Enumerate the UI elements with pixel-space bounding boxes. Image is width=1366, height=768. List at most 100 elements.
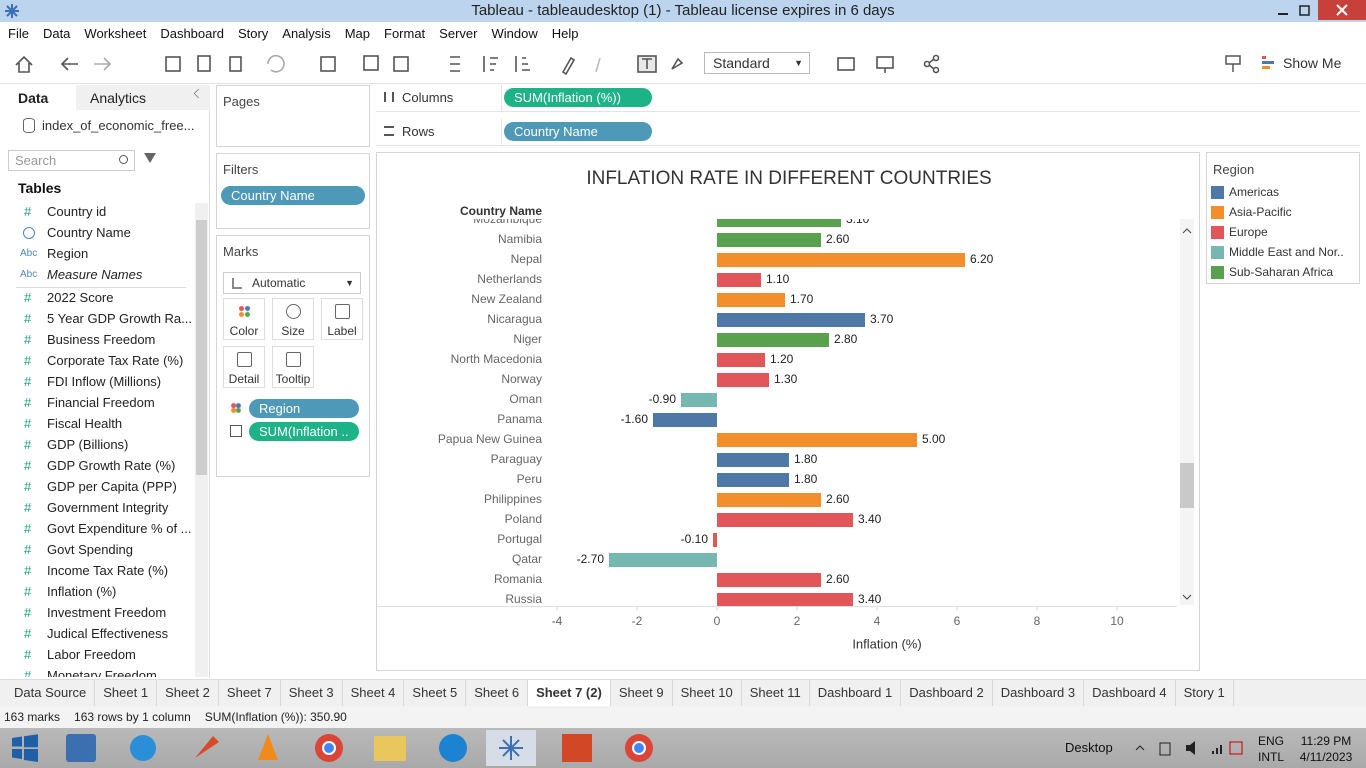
field-type-icon: Abc bbox=[20, 248, 38, 259]
sheet-tab[interactable]: Sheet 11 bbox=[742, 680, 810, 706]
category-label: Poland bbox=[505, 512, 542, 526]
legend-entry[interactable]: Americas bbox=[1229, 185, 1280, 199]
field[interactable]: Govt Spending bbox=[47, 542, 134, 557]
field[interactable]: 5 Year GDP Growth Ra... bbox=[47, 311, 192, 326]
menu-item[interactable]: Story bbox=[237, 25, 269, 41]
field[interactable]: Monetary Freedom bbox=[47, 668, 157, 677]
window-controls[interactable] bbox=[1260, 0, 1366, 22]
filter-icons[interactable] bbox=[144, 153, 156, 163]
pill[interactable]: Region bbox=[249, 399, 359, 418]
sheet-tab[interactable]: Sheet 9 bbox=[611, 680, 673, 706]
mark-button[interactable]: Size bbox=[272, 298, 314, 340]
mark-type-dropdown[interactable]: Automatic ▼ bbox=[223, 272, 361, 294]
menu-item[interactable]: File bbox=[8, 25, 29, 41]
legend-swatch[interactable] bbox=[1211, 266, 1224, 279]
pill[interactable]: Country Name bbox=[221, 186, 365, 205]
pane-tab[interactable]: Analytics bbox=[90, 90, 147, 106]
pane-tab[interactable]: Data bbox=[18, 90, 49, 106]
scroll-thumb[interactable] bbox=[196, 220, 207, 475]
fit-dropdown[interactable]: Standard ▼ bbox=[704, 52, 810, 74]
field[interactable]: Govt Expenditure % of ... bbox=[47, 521, 192, 536]
pill[interactable]: Country Name bbox=[504, 122, 652, 141]
sheet-tab[interactable]: Sheet 10 bbox=[673, 680, 742, 706]
mark-button-icon bbox=[286, 304, 301, 319]
datasource[interactable]: index_of_economic_free... bbox=[42, 118, 195, 133]
pill[interactable]: SUM(Inflation .. bbox=[249, 422, 359, 441]
field[interactable]: Inflation (%) bbox=[47, 584, 117, 599]
sheet-tab[interactable]: Data Source bbox=[6, 680, 96, 706]
menu-item[interactable]: Dashboard bbox=[160, 25, 224, 41]
taskbar-icons[interactable] bbox=[0, 728, 680, 768]
menu-item[interactable]: Data bbox=[42, 25, 71, 41]
clock[interactable]: 11:29 PM 4/11/2023 bbox=[1290, 733, 1362, 765]
sheet-tab[interactable]: Sheet 2 bbox=[157, 680, 219, 706]
mark-button[interactable]: Label bbox=[321, 298, 363, 340]
legend-entry[interactable]: Sub-Saharan Africa bbox=[1229, 265, 1334, 279]
field[interactable]: 2022 Score bbox=[47, 290, 114, 305]
scroll-thumb[interactable] bbox=[1180, 463, 1194, 508]
sheet-tab[interactable]: Sheet 7 (2) bbox=[528, 680, 611, 706]
menu-item[interactable]: Map bbox=[344, 25, 370, 41]
legend-swatch[interactable] bbox=[1211, 206, 1224, 219]
legend-entry[interactable]: Europe bbox=[1229, 225, 1268, 239]
mark-button[interactable]: Detail bbox=[223, 346, 265, 388]
field[interactable]: Government Integrity bbox=[47, 500, 169, 515]
field[interactable]: Business Freedom bbox=[47, 332, 156, 347]
field[interactable]: GDP Growth Rate (%) bbox=[47, 458, 176, 473]
sheet-tab[interactable]: Sheet 1 bbox=[95, 680, 158, 706]
mark-button[interactable]: Tooltip bbox=[272, 346, 314, 388]
show-me-button[interactable]: Show Me bbox=[1283, 55, 1342, 71]
search-box[interactable]: Search bbox=[8, 150, 135, 171]
sheet-tab[interactable]: Sheet 4 bbox=[343, 680, 405, 706]
sheet-tab[interactable]: Dashboard 1 bbox=[810, 680, 902, 706]
field[interactable]: Corporate Tax Rate (%) bbox=[47, 353, 184, 368]
menu-item[interactable]: Analysis bbox=[282, 25, 331, 41]
menu-item[interactable]: Worksheet bbox=[84, 25, 147, 41]
field[interactable]: GDP (Billions) bbox=[47, 437, 129, 452]
sheet-tab[interactable]: Dashboard 3 bbox=[993, 680, 1085, 706]
sheet-tab[interactable]: Dashboard 4 bbox=[1084, 680, 1176, 706]
shelf-label: Rows bbox=[402, 124, 435, 139]
field[interactable]: Judical Effectiveness bbox=[47, 626, 169, 641]
field[interactable]: Income Tax Rate (%) bbox=[47, 563, 169, 578]
pill[interactable]: SUM(Inflation (%)) bbox=[504, 88, 652, 107]
field[interactable]: Fiscal Health bbox=[47, 416, 123, 431]
field[interactable]: Measure Names bbox=[47, 267, 143, 282]
legend-swatch[interactable] bbox=[1211, 226, 1224, 239]
field[interactable]: Financial Freedom bbox=[47, 395, 155, 410]
tray-icons[interactable] bbox=[1134, 738, 1246, 758]
field[interactable]: Country Name bbox=[47, 225, 131, 240]
bar bbox=[717, 219, 841, 227]
new-tab-buttons[interactable] bbox=[1233, 680, 1366, 706]
desktop-label[interactable]: Desktop bbox=[1065, 740, 1113, 755]
menu-item[interactable]: Format bbox=[384, 25, 426, 41]
data-label: 3.70 bbox=[870, 312, 894, 326]
sheet-tab[interactable]: Sheet 3 bbox=[281, 680, 343, 706]
field[interactable]: FDI Inflow (Millions) bbox=[47, 374, 162, 389]
menu-item[interactable]: Window bbox=[491, 25, 538, 41]
category-label: Norway bbox=[501, 372, 542, 386]
legend-swatch[interactable] bbox=[1211, 246, 1224, 259]
field[interactable]: Labor Freedom bbox=[47, 647, 136, 662]
sheet-tab[interactable]: Sheet 6 bbox=[466, 680, 529, 706]
field[interactable]: Region bbox=[47, 246, 89, 261]
sheet-tab[interactable]: Story 1 bbox=[1176, 680, 1234, 706]
sheet-tab[interactable]: Dashboard 2 bbox=[901, 680, 993, 706]
sheet-tab[interactable]: Sheet 7 bbox=[219, 680, 281, 706]
scrollbar[interactable] bbox=[1180, 219, 1194, 605]
field[interactable]: Investment Freedom bbox=[47, 605, 167, 620]
sheet-tab[interactable]: Sheet 5 bbox=[404, 680, 467, 706]
legend-entry[interactable]: Middle East and Nor.. bbox=[1229, 245, 1344, 259]
legend-swatch[interactable] bbox=[1211, 186, 1224, 199]
dropdown-arrow: ▼ bbox=[345, 278, 354, 288]
scroll-arrows[interactable] bbox=[1182, 228, 1192, 600]
menu-item[interactable]: Server bbox=[439, 25, 478, 41]
menu-item[interactable]: Help bbox=[551, 25, 579, 41]
field[interactable]: GDP per Capita (PPP) bbox=[47, 479, 177, 494]
legend-entry[interactable]: Asia-Pacific bbox=[1229, 205, 1292, 219]
data-label: -0.10 bbox=[681, 532, 709, 546]
input-language[interactable]: ENG INTL bbox=[1258, 733, 1284, 765]
mark-button[interactable]: Color bbox=[223, 298, 265, 340]
field[interactable]: Country id bbox=[47, 204, 107, 219]
bar bbox=[717, 473, 789, 487]
